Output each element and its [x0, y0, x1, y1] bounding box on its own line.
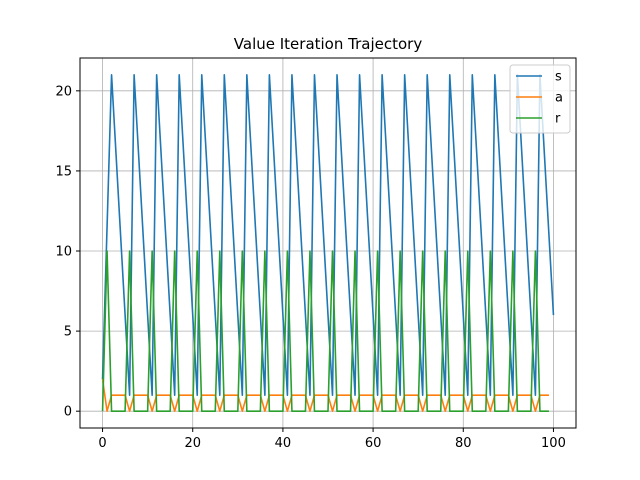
legend-box [509, 64, 571, 134]
y-tick-label: 15 [55, 164, 72, 179]
legend: sar [509, 64, 571, 134]
x-tick-label: 0 [98, 436, 106, 451]
y-axis: 0 5 10 15 20 [55, 84, 80, 420]
legend-label-a: a [555, 91, 563, 106]
x-axis: 0 20 40 60 80 100 [98, 428, 566, 451]
legend-label-s: s [555, 70, 562, 85]
x-tick-label: 20 [184, 436, 201, 451]
x-tick-label: 80 [455, 436, 472, 451]
chart-title: Value Iteration Trajectory [234, 35, 423, 53]
y-tick-label: 10 [55, 245, 72, 260]
y-tick-label: 5 [64, 325, 72, 340]
legend-label-r: r [555, 112, 561, 127]
series-line-r [101, 250, 549, 412]
x-tick-label: 60 [365, 436, 382, 451]
plot-frame [79, 57, 577, 429]
x-tick-label: 40 [275, 436, 292, 451]
series-line-s [101, 74, 555, 396]
series-layer [101, 74, 555, 412]
y-tick-label: 0 [64, 405, 72, 420]
y-tick-label: 20 [55, 84, 72, 99]
x-tick-label: 100 [541, 436, 566, 451]
